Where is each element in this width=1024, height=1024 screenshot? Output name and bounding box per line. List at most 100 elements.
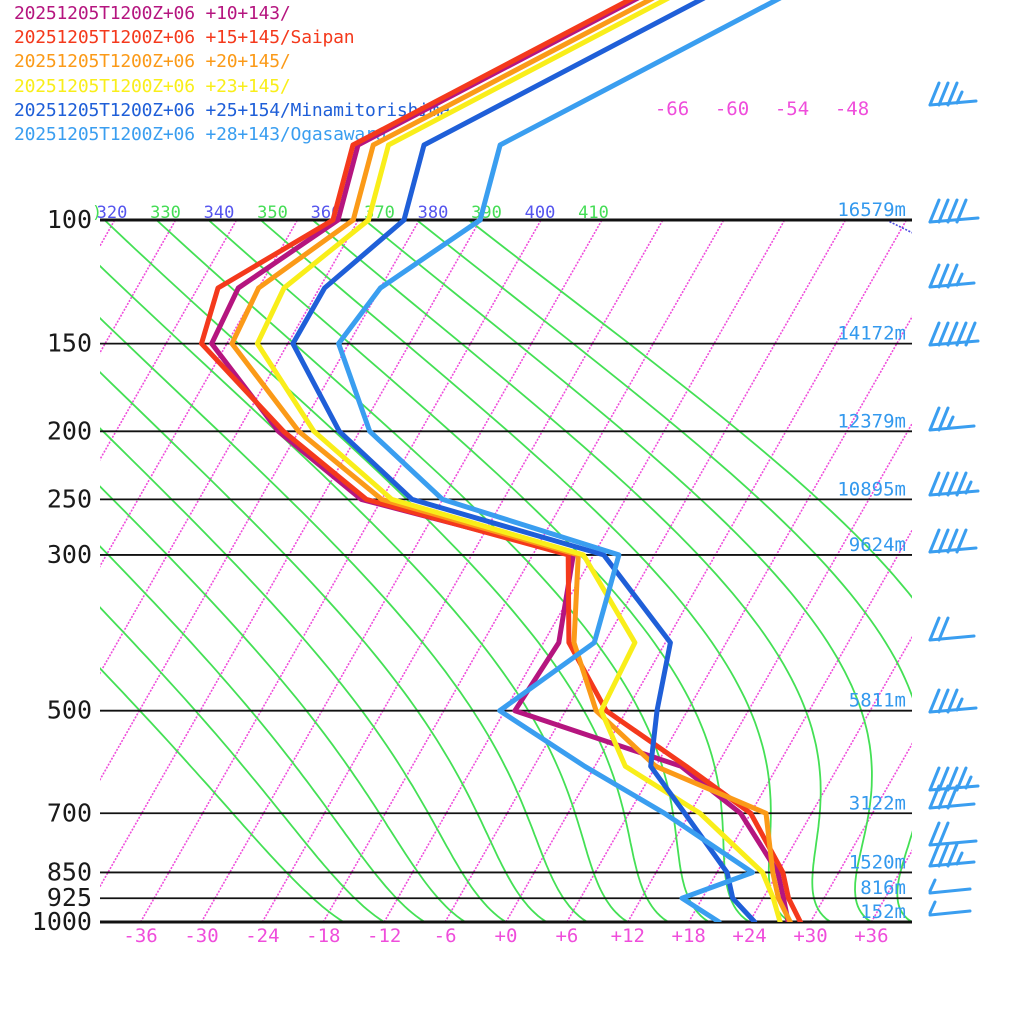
isotherm-value-label: -48 [835, 98, 869, 120]
isotherm-line [100, 219, 238, 461]
wind-barb-full [937, 842, 950, 868]
wind-barb-half [946, 415, 955, 430]
wind-barb-full [964, 321, 977, 347]
profile-line-upper [365, 0, 670, 223]
isotherm-line [0, 220, 54, 922]
moist-adiabat-line [260, 219, 791, 922]
wind-barb-full [928, 616, 941, 642]
wind-barb-full [928, 821, 941, 847]
wind-barb-full [955, 321, 968, 347]
legend-entry: 20251205T1200Z+06 +20+145/ [14, 51, 291, 73]
wind-barb-full [937, 528, 950, 554]
wind-barb [928, 878, 972, 895]
legend: 20251205T1200Z+06 +10+143/20251205T1200Z… [14, 2, 450, 147]
wind-barb-full [928, 406, 941, 432]
height-label: 12379m [837, 410, 906, 432]
profile-line-upper [350, 0, 655, 223]
theta-label: 350 [257, 203, 288, 223]
wind-barb-full [937, 471, 950, 497]
profile-line [290, 217, 758, 922]
temperature-tick-label: -24 [245, 925, 279, 947]
wind-barb-full [946, 471, 959, 497]
isotherm-line [261, 219, 664, 922]
wind-barb-full [955, 471, 968, 497]
profile-line-upper [477, 0, 782, 223]
wind-barb-full [937, 688, 950, 714]
wind-barb-shaft [928, 546, 978, 554]
profile-line [229, 217, 793, 922]
wind-barb [928, 263, 976, 289]
profile-line [254, 217, 783, 922]
wind-barb-full [946, 198, 959, 224]
wind-barb-full [946, 784, 959, 810]
isotherm-line [505, 219, 908, 922]
pressure-tick-label: 850 [47, 857, 92, 886]
temperature-tick-label: +24 [732, 925, 766, 947]
wind-barb-full [937, 766, 950, 792]
isotherm-line [100, 219, 360, 675]
wind-barb-full [937, 406, 950, 432]
isotherm-value-label: -60 [715, 98, 749, 120]
height-label: 3122m [849, 792, 906, 814]
theta-label: 330 [150, 203, 181, 223]
wind-barb-shaft [928, 339, 980, 347]
wind-barb [928, 321, 980, 347]
wind-barb-half [955, 851, 964, 866]
temperature-tick-label: +36 [854, 925, 888, 947]
height-label: 1520m [849, 851, 906, 873]
isotherm-line [100, 219, 420, 782]
wind-barb-full [928, 471, 941, 497]
wind-barb-full [928, 766, 941, 792]
wind-barb-full [946, 842, 959, 868]
temperature-tick-label: -30 [184, 925, 218, 947]
theta-label: 320 [97, 203, 128, 223]
wind-barb [928, 766, 980, 792]
wind-barb-half [955, 90, 964, 105]
wind-barb-full [937, 616, 950, 642]
temperature-tick-label: +30 [793, 925, 827, 947]
wind-barb-column [928, 81, 980, 917]
temperature-profiles [199, 217, 803, 922]
pressure-tick-label: 500 [47, 696, 92, 725]
pressure-tick-label: 150 [47, 329, 92, 358]
wind-barb-shaft [928, 424, 976, 432]
isotherm-line [322, 219, 725, 922]
wind-barb [928, 471, 980, 497]
wind-barb-shaft [928, 909, 972, 917]
wind-barb [928, 784, 976, 810]
wind-barb-shaft [928, 860, 976, 868]
isotherm-line [566, 315, 912, 922]
wind-barb-shaft [928, 802, 976, 810]
pressure-tick-label: 1000 [32, 907, 92, 936]
wind-barb-full [928, 842, 941, 868]
profile-line-upper [401, 0, 706, 223]
height-label: 14172m [837, 323, 906, 345]
height-label: 152m [860, 901, 906, 923]
pressure-tick-label: 250 [47, 484, 92, 513]
temperature-tick-label: -36 [123, 925, 157, 947]
wind-barb-shaft [928, 216, 980, 224]
wind-barb-full [955, 528, 968, 554]
height-label: 10895m [837, 478, 906, 500]
wind-barb-half [964, 775, 973, 790]
wind-barb-shaft [928, 887, 972, 895]
temperature-tick-label: -12 [367, 925, 401, 947]
profile-line [336, 217, 755, 922]
wind-barb-full [928, 528, 941, 554]
wind-barb [928, 528, 978, 554]
temperature-tick-label: +6 [555, 925, 578, 947]
height-label: 5811m [849, 690, 906, 712]
theta-label: 410 [578, 203, 609, 223]
pressure-tick-label: 300 [47, 540, 92, 569]
temperature-tick-label: +18 [672, 925, 706, 947]
pressure-tick-label: 925 [47, 883, 92, 912]
wind-barb-full [937, 321, 950, 347]
theta-label: 400 [525, 203, 556, 223]
height-label: 16579m [837, 199, 906, 221]
wind-barb-full [937, 263, 950, 289]
wind-barb-shaft [928, 839, 978, 847]
wind-barb [928, 900, 972, 917]
temperature-tick-label: -18 [306, 925, 340, 947]
